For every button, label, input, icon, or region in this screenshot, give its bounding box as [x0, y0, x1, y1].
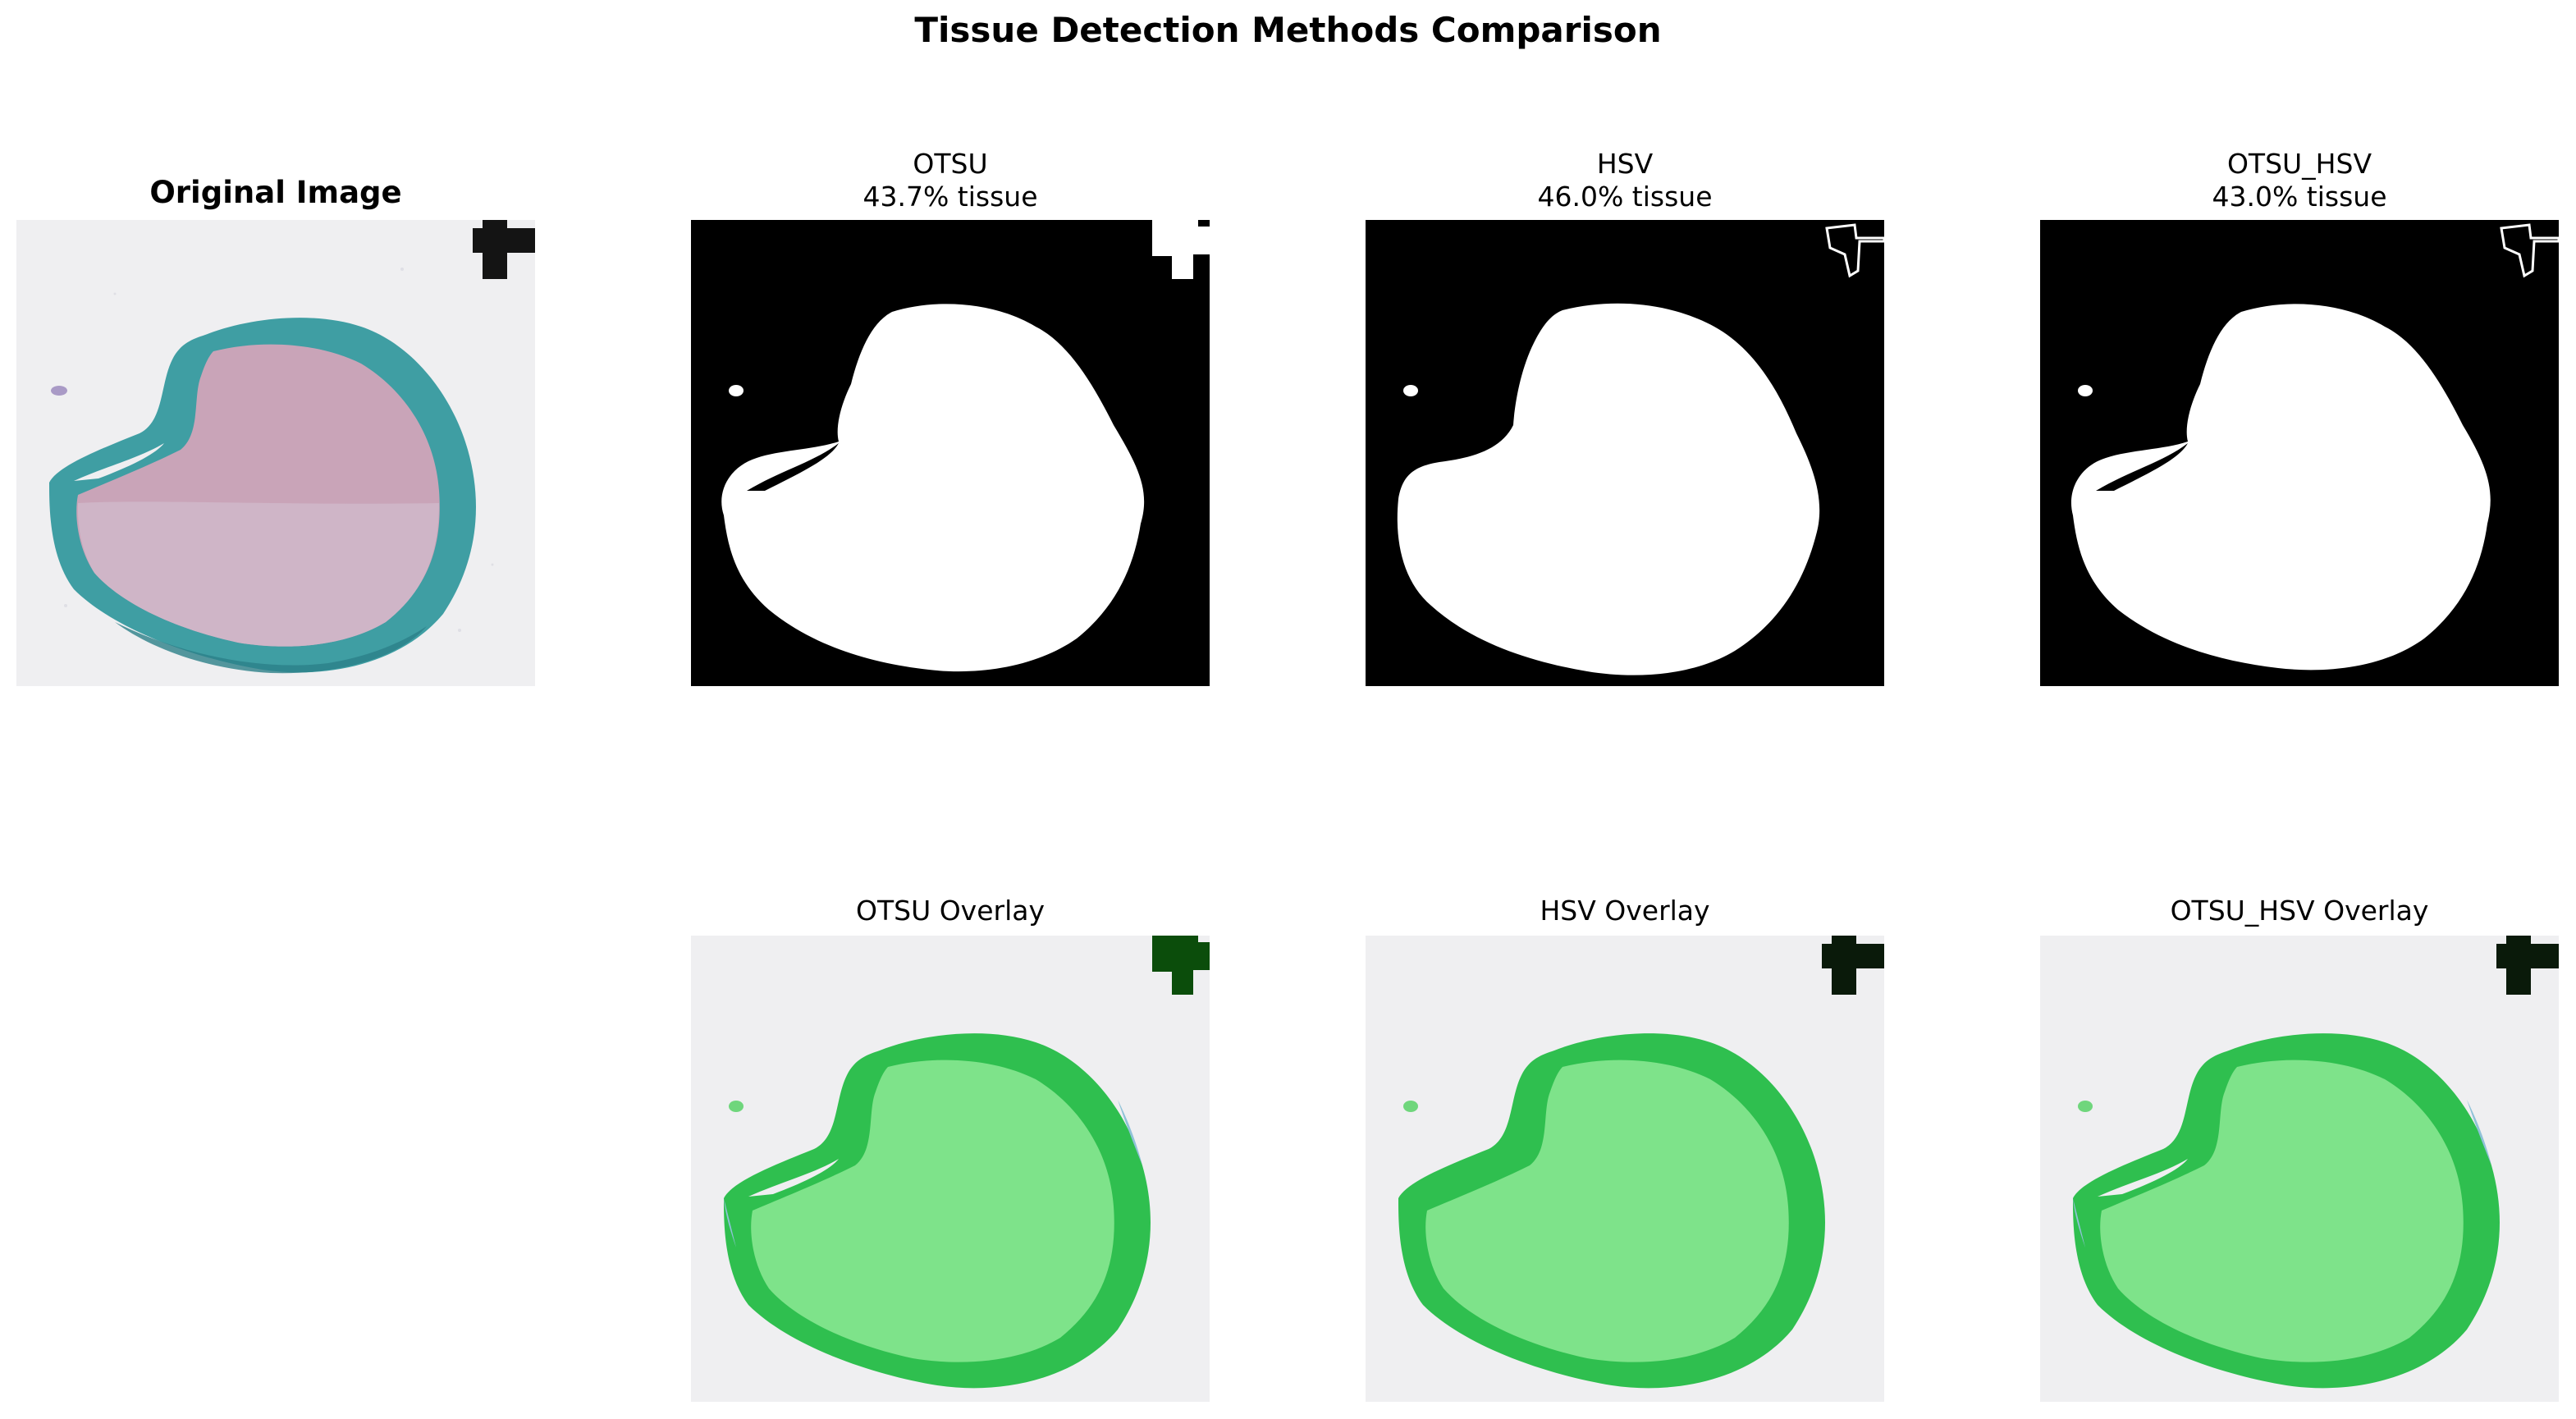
- otsu-hsv-overlay: [2040, 936, 2559, 1402]
- otsu-hsv-title-percent: 43.0% tissue: [2212, 181, 2387, 213]
- original-image: [16, 220, 535, 686]
- otsu-mask-panel: [691, 220, 1210, 686]
- otsu-hsv-overlay-panel: [2040, 936, 2559, 1402]
- hsv-overlay-title: HSV Overlay: [1540, 895, 1710, 927]
- original-image-title: Original Image: [16, 176, 535, 209]
- hsv-mask-title: HSV 46.0% tissue: [1366, 148, 1884, 213]
- otsu-mask: [691, 220, 1210, 686]
- hsv-overlay-panel: [1366, 936, 1884, 1402]
- otsu-mask-title: OTSU 43.7% tissue: [691, 148, 1210, 213]
- otsu-hsv-mask: [2040, 220, 2559, 686]
- hsv-mask: [1366, 220, 1884, 686]
- otsu-overlay-title: OTSU Overlay: [855, 895, 1045, 927]
- otsu-overlay: [691, 936, 1210, 1402]
- otsu-hsv-mask-title: OTSU_HSV 43.0% tissue: [2040, 148, 2559, 213]
- hsv-overlay: [1366, 936, 1884, 1402]
- otsu-hsv-mask-panel: [2040, 220, 2559, 686]
- hsv-title-percent: 46.0% tissue: [1537, 181, 1713, 213]
- otsu-title-percent: 43.7% tissue: [862, 181, 1038, 213]
- figure-title: Tissue Detection Methods Comparison: [914, 10, 1662, 50]
- otsu-hsv-title-method: OTSU_HSV: [2226, 148, 2372, 180]
- otsu-title-method: OTSU: [913, 148, 988, 180]
- original-image-panel: [16, 220, 535, 686]
- hsv-mask-panel: [1366, 220, 1884, 686]
- otsu-hsv-overlay-title: OTSU_HSV Overlay: [2170, 895, 2429, 927]
- otsu-overlay-panel: [691, 936, 1210, 1402]
- original-title-line: Original Image: [149, 175, 402, 210]
- hsv-title-method: HSV: [1596, 148, 1654, 180]
